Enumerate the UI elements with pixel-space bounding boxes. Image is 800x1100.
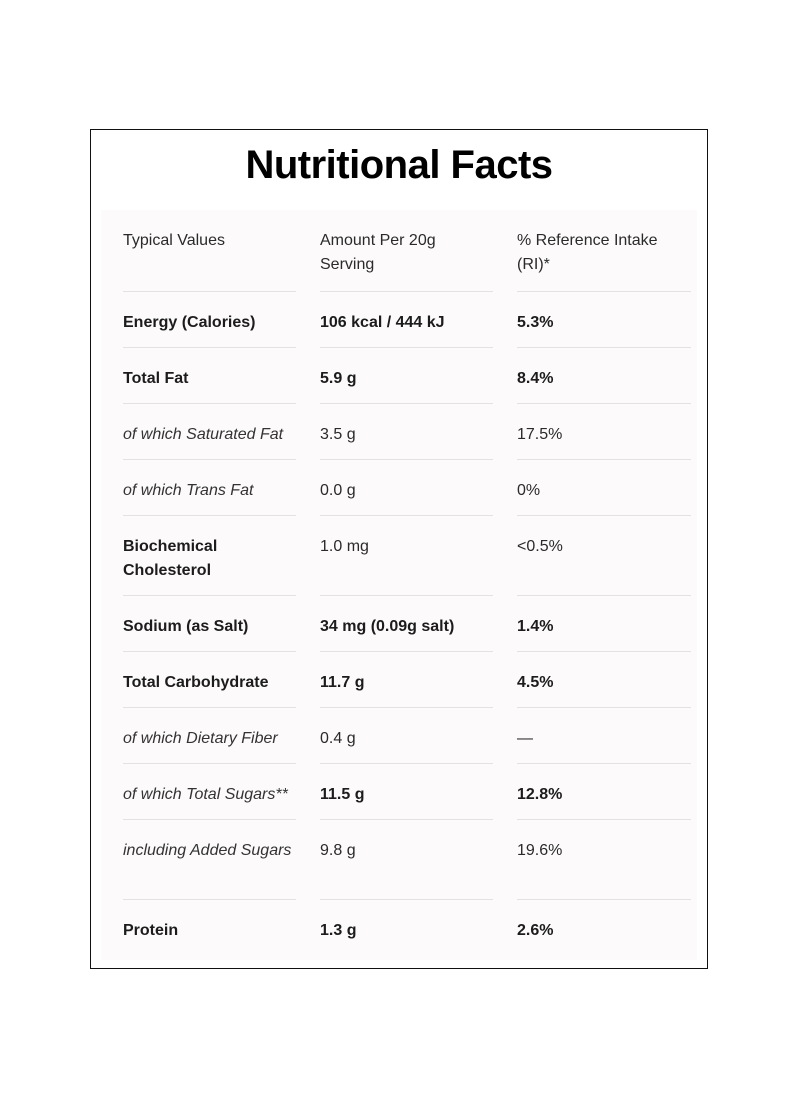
nutrient-ri: 0% <box>517 482 541 499</box>
table-row: Biochemical Cholesterol 1.0 mg <0.5% <box>123 516 691 596</box>
divider <box>123 819 296 820</box>
table-row: of which Total Sugars** 11.5 g 12.8% <box>123 764 691 820</box>
divider <box>123 899 296 900</box>
table-row: Total Fat 5.9 g 8.4% <box>123 348 691 404</box>
divider <box>123 595 296 596</box>
table-row: Total Carbohydrate 11.7 g 4.5% <box>123 652 691 708</box>
nutrition-panel: Nutritional Facts Typical Values Amount … <box>90 129 708 969</box>
nutrient-ri: 2.6% <box>517 922 554 939</box>
nutrient-amount: 0.4 g <box>320 730 356 747</box>
nutrient-ri: 19.6% <box>517 842 563 859</box>
divider <box>320 291 493 292</box>
nutrient-name: Biochemical Cholesterol <box>123 538 218 579</box>
nutrient-ri: 5.3% <box>517 314 554 331</box>
nutrient-amount: 34 mg (0.09g salt) <box>320 618 455 635</box>
divider <box>123 459 296 460</box>
table-row: of which Saturated Fat 3.5 g 17.5% <box>123 404 691 460</box>
divider <box>320 651 493 652</box>
divider <box>517 403 691 404</box>
nutrient-amount: 0.0 g <box>320 482 356 499</box>
nutrition-table: Typical Values Amount Per 20g Serving % … <box>101 210 697 960</box>
table-header-row: Typical Values Amount Per 20g Serving % … <box>123 210 691 292</box>
nutrient-name: Total Carbohydrate <box>123 674 269 691</box>
header-amount: Amount Per 20g Serving <box>320 232 436 273</box>
nutrient-amount: 1.0 mg <box>320 538 369 555</box>
divider <box>123 403 296 404</box>
nutrient-ri: 1.4% <box>517 618 554 635</box>
divider <box>517 707 691 708</box>
page-title: Nutritional Facts <box>245 143 553 187</box>
nutrient-amount: 11.5 g <box>320 786 365 803</box>
table-row: Sodium (as Salt) 34 mg (0.09g salt) 1.4% <box>123 596 691 652</box>
divider <box>320 515 493 516</box>
nutrient-ri: 8.4% <box>517 370 554 387</box>
nutrient-name: Sodium (as Salt) <box>123 618 249 635</box>
table-row: of which Dietary Fiber 0.4 g — <box>123 708 691 764</box>
nutrient-name: of which Total Sugars** <box>123 786 288 803</box>
divider <box>123 651 296 652</box>
divider <box>123 291 296 292</box>
nutrient-amount: 1.3 g <box>320 922 357 939</box>
divider <box>517 763 691 764</box>
nutrient-name: Protein <box>123 922 179 939</box>
divider <box>517 899 691 900</box>
nutrient-ri: 12.8% <box>517 786 563 803</box>
divider <box>517 291 691 292</box>
divider <box>320 763 493 764</box>
nutrient-name: of which Dietary Fiber <box>123 730 278 747</box>
divider <box>123 347 296 348</box>
divider <box>517 347 691 348</box>
nutrient-ri: <0.5% <box>517 538 563 555</box>
nutrient-amount: 5.9 g <box>320 370 357 387</box>
nutrient-name: of which Trans Fat <box>123 482 254 499</box>
divider <box>517 459 691 460</box>
nutrient-ri: 4.5% <box>517 674 554 691</box>
header-typical-values: Typical Values <box>123 232 225 249</box>
nutrient-ri: 17.5% <box>517 426 563 443</box>
divider <box>320 595 493 596</box>
nutrient-amount: 9.8 g <box>320 842 356 859</box>
nutrient-amount: 106 kcal / 444 kJ <box>320 314 445 331</box>
table-row: of which Trans Fat 0.0 g 0% <box>123 460 691 516</box>
divider <box>320 459 493 460</box>
divider <box>320 403 493 404</box>
divider <box>320 819 493 820</box>
divider <box>123 515 296 516</box>
table-row: Protein 1.3 g 2.6% <box>123 900 691 956</box>
nutrient-amount: 3.5 g <box>320 426 356 443</box>
divider <box>123 707 296 708</box>
divider <box>517 819 691 820</box>
divider <box>320 707 493 708</box>
table-row: Energy (Calories) 106 kcal / 444 kJ 5.3% <box>123 292 691 348</box>
divider <box>320 347 493 348</box>
divider <box>517 595 691 596</box>
header-reference-intake: % Reference Intake (RI)* <box>517 232 658 273</box>
divider <box>123 763 296 764</box>
table-row: including Added Sugars 9.8 g 19.6% <box>123 820 691 900</box>
nutrient-name: Total Fat <box>123 370 189 387</box>
nutrient-name: of which Saturated Fat <box>123 426 284 443</box>
divider <box>320 899 493 900</box>
nutrient-name: Energy (Calories) <box>123 314 256 331</box>
divider <box>517 515 691 516</box>
nutrient-ri: — <box>517 730 533 747</box>
nutrient-amount: 11.7 g <box>320 674 365 691</box>
divider <box>517 651 691 652</box>
nutrient-name: including Added Sugars <box>123 842 292 859</box>
